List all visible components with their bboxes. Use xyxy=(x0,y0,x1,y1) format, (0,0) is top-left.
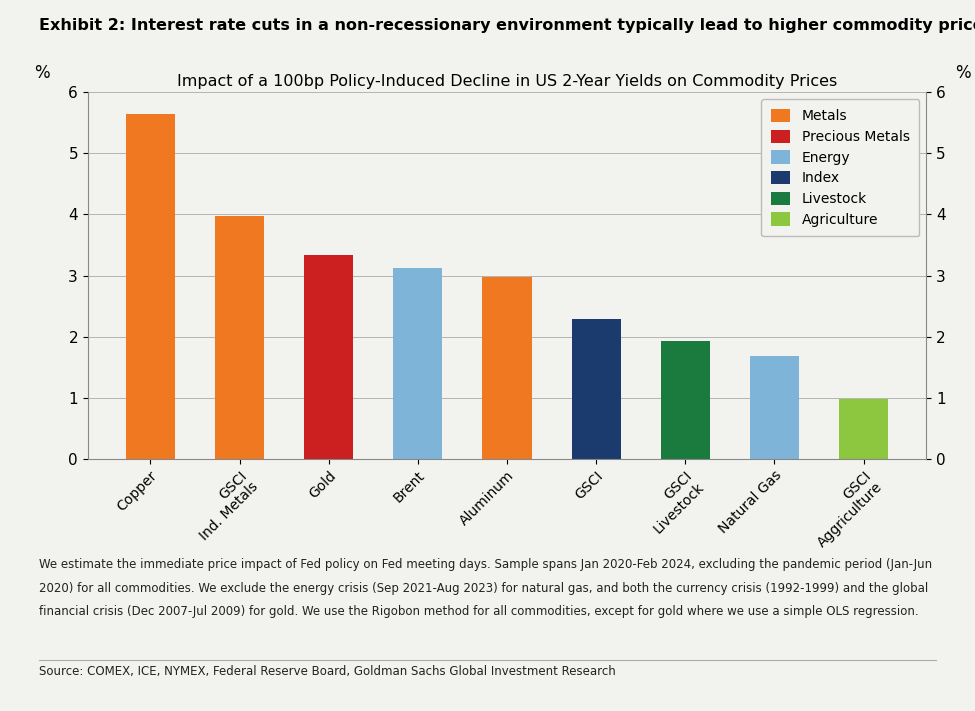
Text: Source: COMEX, ICE, NYMEX, Federal Reserve Board, Goldman Sachs Global Investmen: Source: COMEX, ICE, NYMEX, Federal Reser… xyxy=(39,665,616,678)
Bar xyxy=(393,268,443,459)
Bar xyxy=(571,319,621,459)
Bar xyxy=(215,216,264,459)
Bar xyxy=(839,400,888,459)
Legend: Metals, Precious Metals, Energy, Index, Livestock, Agriculture: Metals, Precious Metals, Energy, Index, … xyxy=(761,100,919,236)
Text: %: % xyxy=(34,64,50,82)
Bar xyxy=(750,356,799,459)
Text: %: % xyxy=(956,64,971,82)
Bar xyxy=(483,277,531,459)
Text: Exhibit 2: Interest rate cuts in a non-recessionary environment typically lead t: Exhibit 2: Interest rate cuts in a non-r… xyxy=(39,18,975,33)
Text: Impact of a 100bp Policy-Induced Decline in US 2-Year Yields on Commodity Prices: Impact of a 100bp Policy-Induced Decline… xyxy=(176,74,838,89)
Text: financial crisis (Dec 2007-Jul 2009) for gold. We use the Rigobon method for all: financial crisis (Dec 2007-Jul 2009) for… xyxy=(39,605,918,618)
Bar xyxy=(304,255,353,459)
Text: 2020) for all commodities. We exclude the energy crisis (Sep 2021-Aug 2023) for : 2020) for all commodities. We exclude th… xyxy=(39,582,928,594)
Bar xyxy=(661,341,710,459)
Text: We estimate the immediate price impact of Fed policy on Fed meeting days. Sample: We estimate the immediate price impact o… xyxy=(39,558,932,571)
Bar xyxy=(126,114,175,459)
